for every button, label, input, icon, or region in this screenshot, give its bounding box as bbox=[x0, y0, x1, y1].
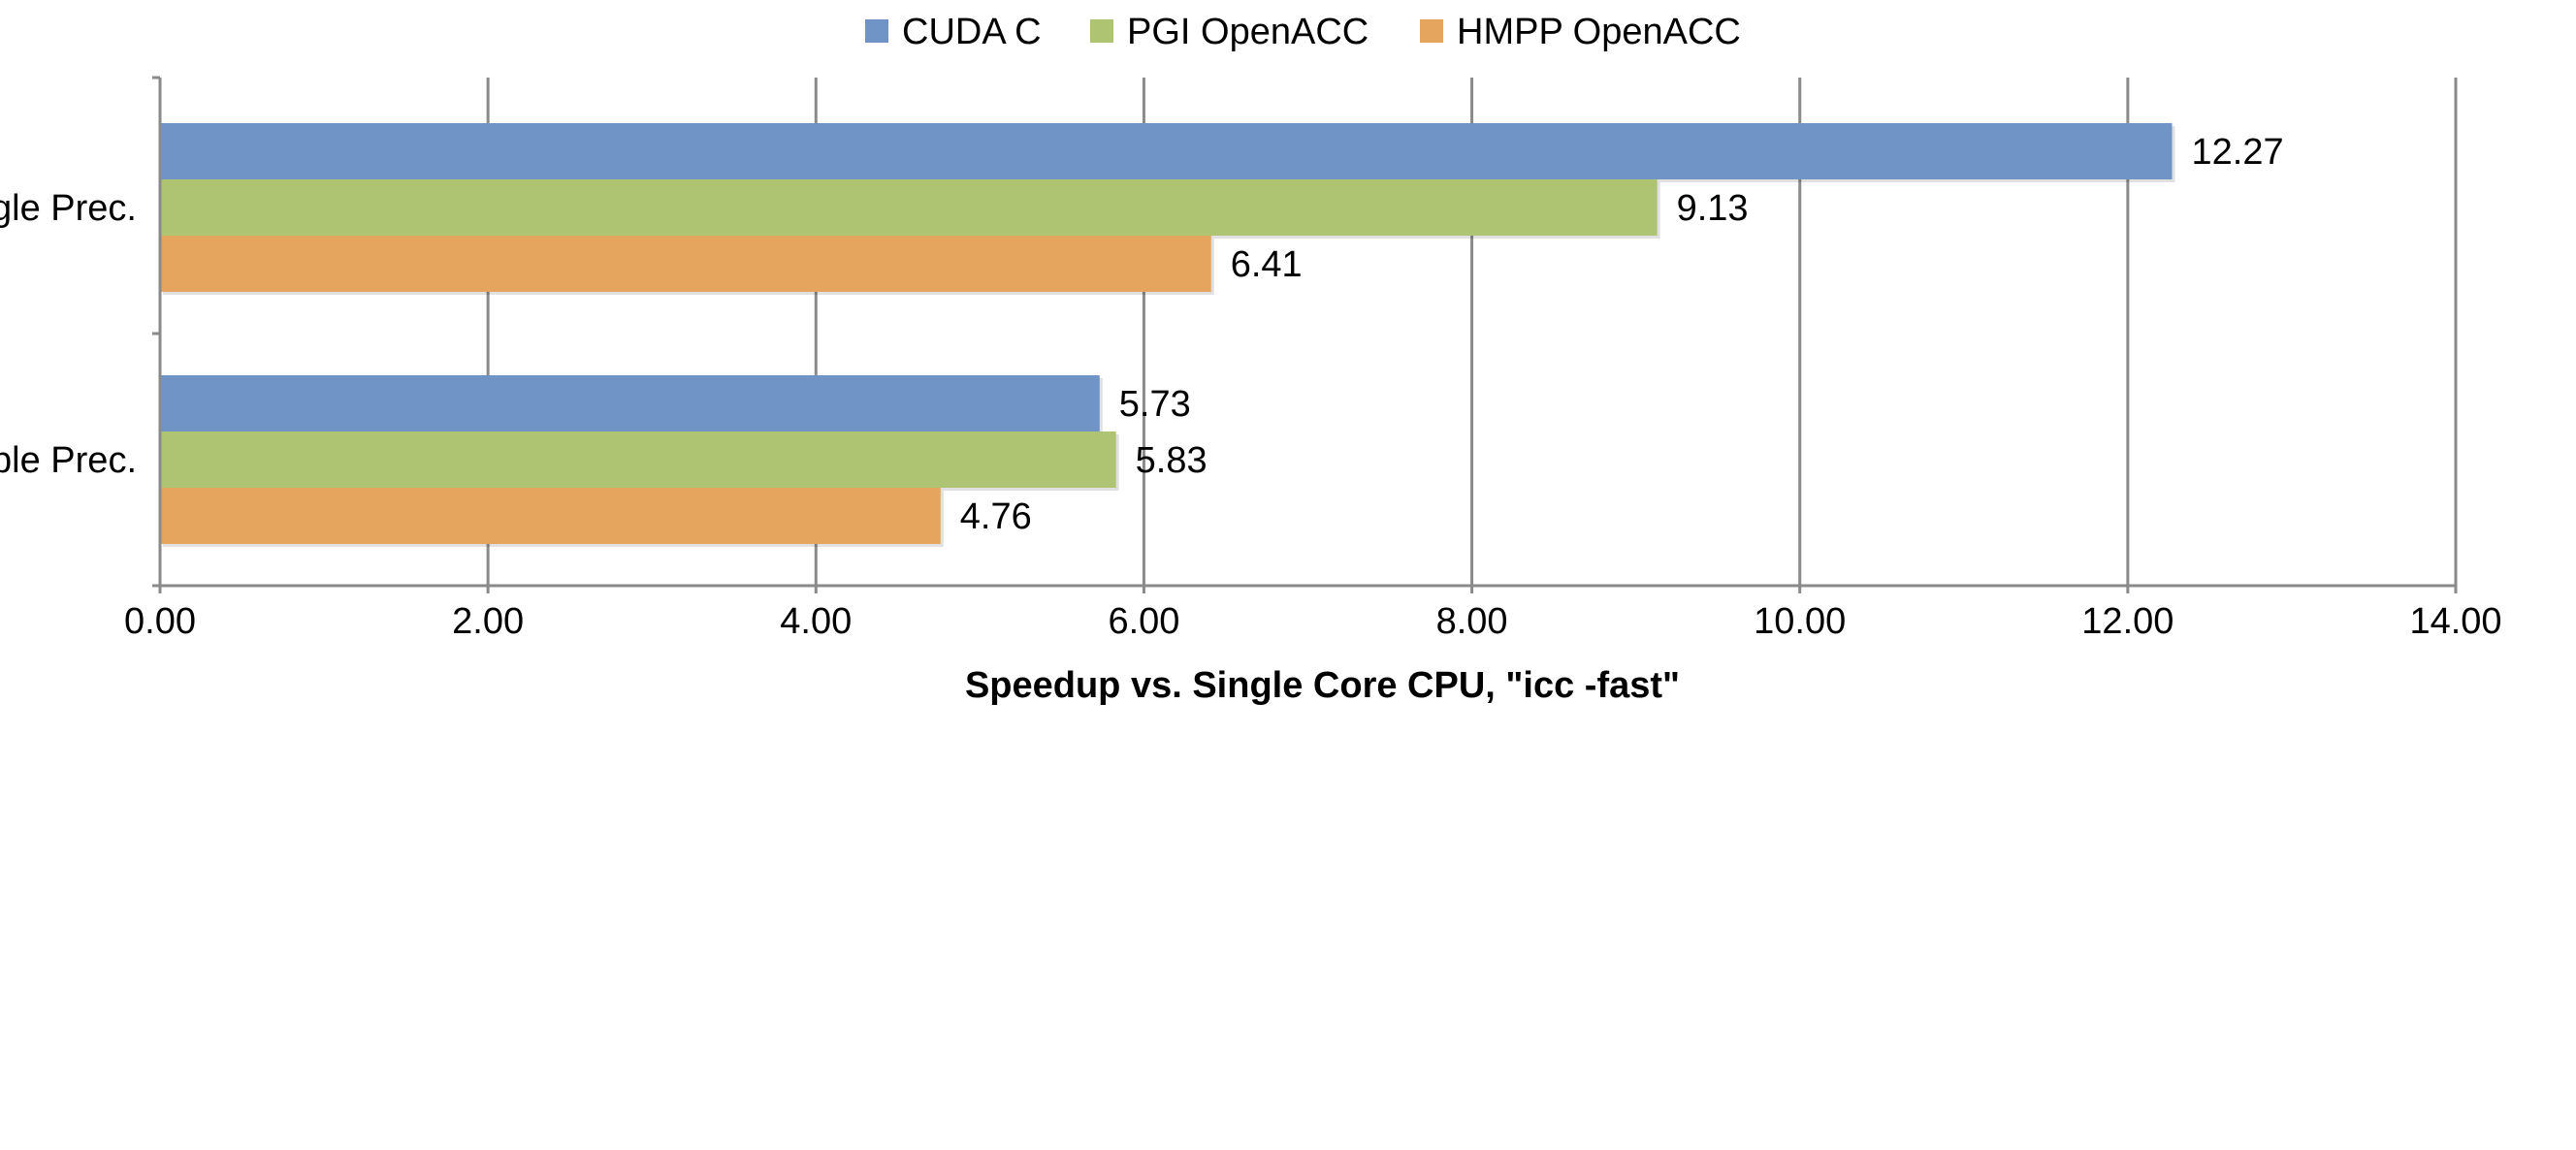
data-label: 9.13 bbox=[1677, 188, 1749, 229]
bar-pgi-openacc-double-prec- bbox=[160, 431, 1116, 488]
data-label: 6.41 bbox=[1231, 244, 1303, 285]
x-tick-label: 0.00 bbox=[124, 601, 196, 642]
data-label: 4.76 bbox=[960, 496, 1032, 537]
bar-hmpp-openacc-single-prec- bbox=[160, 236, 1211, 292]
x-tick-label: 6.00 bbox=[1108, 601, 1179, 642]
legend-swatch bbox=[1420, 19, 1443, 43]
x-tick-label: 4.00 bbox=[780, 601, 852, 642]
chart-legend: CUDA C PGI OpenACC HMPP OpenACC bbox=[865, 12, 1741, 52]
legend-label: HMPP OpenACC bbox=[1457, 12, 1741, 52]
legend-swatch bbox=[865, 19, 888, 43]
bar-hmpp-openacc-double-prec- bbox=[160, 488, 941, 544]
chart-category-labels: Single Prec. Double Prec. bbox=[0, 188, 137, 481]
data-label: 5.73 bbox=[1119, 384, 1191, 425]
chart-axes bbox=[152, 76, 2458, 593]
chart-tick-labels: 0.00 2.00 4.00 6.00 8.00 10.00 12.00 14.00 bbox=[124, 601, 2502, 642]
category-label: Double Prec. bbox=[0, 440, 137, 481]
bar-cuda-c-single-prec- bbox=[160, 123, 2173, 179]
chart-data-labels: 12.27 9.13 6.41 5.73 5.83 4.76 bbox=[960, 132, 2284, 537]
chart-bars bbox=[160, 123, 2175, 547]
x-tick-label: 12.00 bbox=[2081, 601, 2174, 642]
x-tick-label: 10.00 bbox=[1754, 601, 1846, 642]
category-label: Single Prec. bbox=[0, 188, 137, 229]
bar-pgi-openacc-single-prec- bbox=[160, 179, 1658, 236]
legend-label: PGI OpenACC bbox=[1127, 12, 1368, 52]
legend-label: CUDA C bbox=[902, 12, 1042, 52]
bar-cuda-c-double-prec- bbox=[160, 375, 1100, 431]
data-label: 12.27 bbox=[2192, 132, 2284, 173]
x-tick-label: 8.00 bbox=[1436, 601, 1508, 642]
data-label: 5.83 bbox=[1136, 440, 1208, 481]
x-axis-title: Speedup vs. Single Core CPU, "icc -fast" bbox=[965, 665, 1680, 706]
x-tick-label: 2.00 bbox=[452, 601, 524, 642]
x-tick-label: 14.00 bbox=[2409, 601, 2501, 642]
legend-swatch bbox=[1090, 19, 1113, 43]
